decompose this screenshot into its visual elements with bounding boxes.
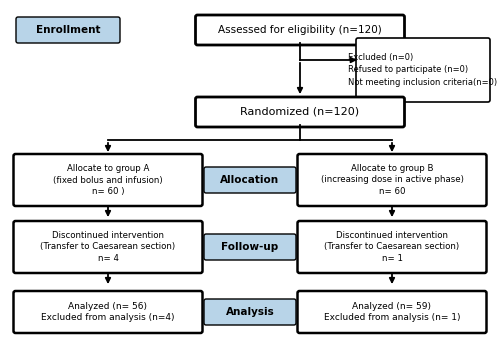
FancyBboxPatch shape xyxy=(14,221,202,273)
FancyBboxPatch shape xyxy=(204,234,296,260)
Text: Assessed for eligibility (n=120): Assessed for eligibility (n=120) xyxy=(218,25,382,35)
Text: Allocate to group A
(fixed bolus and infusion)
n= 60 ): Allocate to group A (fixed bolus and inf… xyxy=(53,164,163,196)
Text: Excluded (n=0)
Refused to participate (n=0)
Not meeting inclusion criteria(n=0): Excluded (n=0) Refused to participate (n… xyxy=(348,53,498,87)
FancyBboxPatch shape xyxy=(16,17,120,43)
Text: Analyzed (n= 59)
Excluded from analysis (n= 1): Analyzed (n= 59) Excluded from analysis … xyxy=(324,302,460,322)
Text: Analysis: Analysis xyxy=(226,307,274,317)
Text: Analyzed (n= 56)
Excluded from analysis (n=4): Analyzed (n= 56) Excluded from analysis … xyxy=(41,302,175,322)
Text: Randomized (n=120): Randomized (n=120) xyxy=(240,107,360,117)
FancyBboxPatch shape xyxy=(298,221,486,273)
FancyBboxPatch shape xyxy=(204,299,296,325)
Text: Discontinued intervention
(Transfer to Caesarean section)
n= 1: Discontinued intervention (Transfer to C… xyxy=(324,231,460,263)
FancyBboxPatch shape xyxy=(196,15,404,45)
FancyBboxPatch shape xyxy=(196,97,404,127)
FancyBboxPatch shape xyxy=(356,38,490,102)
FancyBboxPatch shape xyxy=(14,291,202,333)
Text: Enrollment: Enrollment xyxy=(36,25,100,35)
Text: Allocate to group B
(increasing dose in active phase)
n= 60: Allocate to group B (increasing dose in … xyxy=(320,164,464,196)
FancyBboxPatch shape xyxy=(298,291,486,333)
FancyBboxPatch shape xyxy=(14,154,202,206)
FancyBboxPatch shape xyxy=(204,167,296,193)
FancyBboxPatch shape xyxy=(298,154,486,206)
Text: Follow-up: Follow-up xyxy=(222,242,278,252)
Text: Allocation: Allocation xyxy=(220,175,280,185)
Text: Discontinued intervention
(Transfer to Caesarean section)
n= 4: Discontinued intervention (Transfer to C… xyxy=(40,231,175,263)
